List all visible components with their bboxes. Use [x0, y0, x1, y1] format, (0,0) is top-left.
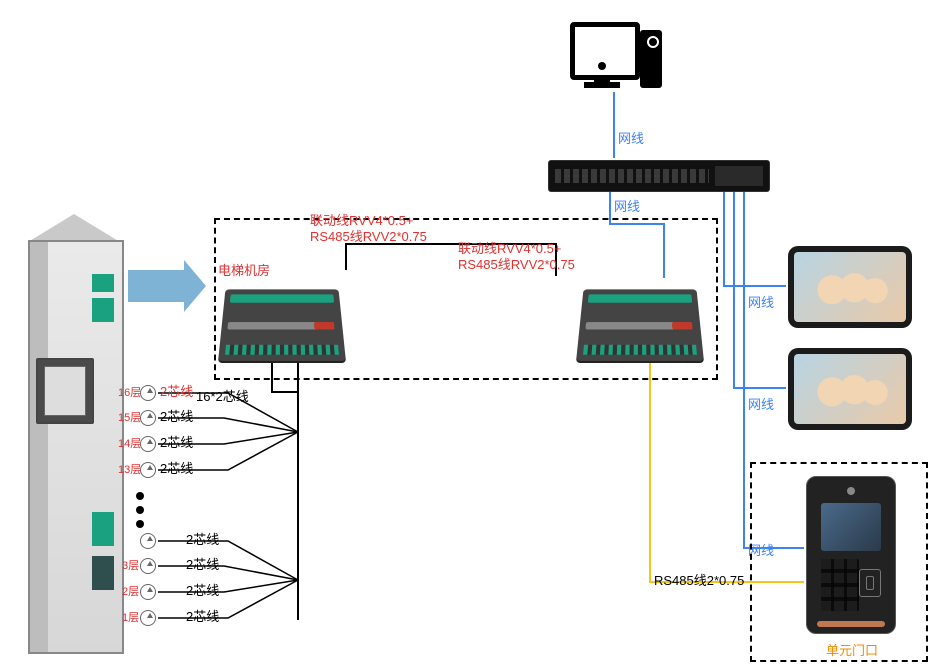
floor-num-14: 14层 [118, 435, 141, 451]
net-label-4: 网线 [748, 394, 774, 413]
building-wall [30, 242, 48, 652]
shaft-indicator [92, 298, 114, 322]
machine-room-label: 电梯机房 [218, 260, 270, 279]
wire-floor-3 [158, 566, 298, 580]
net-label-3: 网线 [748, 292, 774, 311]
floor-num-13: 13层 [118, 461, 141, 477]
floor-button [140, 558, 156, 574]
arrow-to-room [128, 270, 184, 302]
ellipsis-icon [136, 486, 144, 534]
elevator-car [36, 358, 94, 424]
shaft-indicator [92, 556, 114, 590]
floor-button [140, 610, 156, 626]
link1-label-b: RS485线RVV2*0.75 [310, 226, 427, 245]
core2-label: 2芯线 [186, 606, 219, 625]
wire-switch-tab2 [734, 190, 786, 388]
core2-label: 2芯线 [160, 432, 193, 451]
floor-num-1: 1层 [122, 609, 139, 625]
network-switch [548, 160, 770, 192]
link2-label-b: RS485线RVV2*0.75 [458, 254, 575, 273]
core2-label: 2芯线 [160, 458, 193, 477]
building-roof [28, 214, 120, 242]
floor-button [140, 533, 156, 549]
floor-button [140, 385, 156, 401]
floor-num-15: 15层 [118, 409, 141, 425]
indoor-station-2 [788, 348, 912, 430]
rs485-bottom-label: RS485线2*0.75 [654, 570, 744, 589]
floor-button [140, 410, 156, 426]
core2-label: 2芯线 [186, 554, 219, 573]
wire-switch-tab1 [724, 190, 786, 286]
floor-button [140, 462, 156, 478]
elevator-building [28, 240, 124, 654]
elevator-controller-1 [218, 289, 346, 361]
floor-num-3: 3层 [122, 557, 139, 573]
elevator-controller-2 [576, 289, 704, 361]
floor-button [140, 584, 156, 600]
core2-label: 2芯线 [186, 580, 219, 599]
door-station [806, 476, 896, 634]
core2-label: 2芯线 [160, 381, 193, 400]
wire-floor-1 [158, 580, 298, 618]
indoor-station-1 [788, 246, 912, 328]
net-label-2: 网线 [614, 196, 640, 215]
floor-num-2: 2层 [122, 583, 139, 599]
floor-button [140, 436, 156, 452]
wire-floor-2 [158, 580, 298, 592]
shaft-indicator [92, 274, 114, 292]
net-label-1: 网线 [618, 128, 644, 147]
bundle16-label: 16*2芯线 [196, 386, 249, 405]
core2-label: 2芯线 [186, 529, 219, 548]
door-unit-label: 单元门口 [826, 640, 878, 659]
management-pc [570, 22, 656, 92]
shaft-indicator [92, 512, 114, 546]
floor-num-16: 16层 [118, 384, 141, 400]
core2-label: 2芯线 [160, 406, 193, 425]
wire-floor-4 [158, 541, 298, 580]
